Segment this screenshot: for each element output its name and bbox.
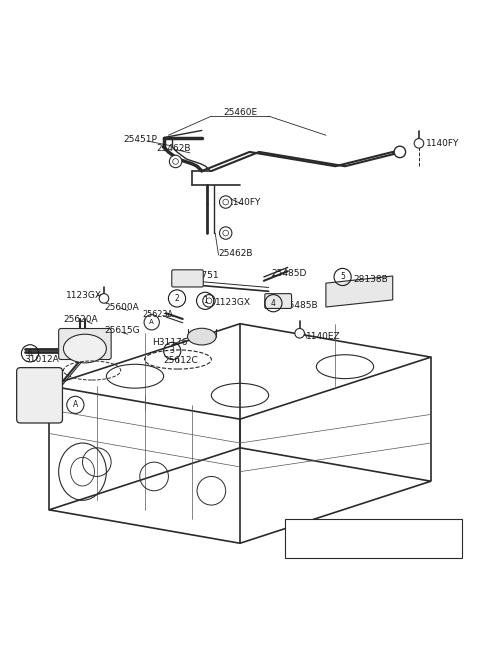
- FancyBboxPatch shape: [265, 294, 291, 308]
- Text: 64751: 64751: [190, 271, 218, 279]
- FancyBboxPatch shape: [17, 368, 62, 423]
- FancyBboxPatch shape: [59, 328, 111, 359]
- Text: H31176: H31176: [152, 338, 187, 348]
- Circle shape: [394, 147, 406, 158]
- Ellipse shape: [63, 334, 107, 363]
- Text: 3: 3: [170, 346, 175, 355]
- Text: 25623A: 25623A: [142, 309, 173, 319]
- Text: 1123GX: 1123GX: [215, 298, 251, 307]
- Text: 1140FY: 1140FY: [228, 198, 262, 208]
- Text: 25600A: 25600A: [104, 302, 139, 311]
- Ellipse shape: [188, 328, 216, 345]
- FancyBboxPatch shape: [285, 520, 462, 558]
- Text: 2: 2: [175, 294, 180, 303]
- FancyBboxPatch shape: [172, 270, 203, 287]
- Circle shape: [99, 294, 109, 304]
- Text: 6: 6: [27, 349, 33, 358]
- Circle shape: [219, 196, 232, 208]
- Text: 1123GX: 1123GX: [66, 290, 102, 300]
- Circle shape: [203, 294, 215, 307]
- Text: 25462B: 25462B: [156, 144, 191, 152]
- Circle shape: [219, 227, 232, 239]
- Text: 25485D: 25485D: [271, 269, 306, 278]
- Text: 28138B: 28138B: [354, 275, 388, 284]
- Text: A: A: [149, 319, 154, 325]
- Text: 25612C: 25612C: [164, 356, 198, 365]
- Text: 25620A: 25620A: [63, 315, 98, 325]
- Text: 25462B: 25462B: [218, 249, 253, 258]
- Text: 25615G: 25615G: [104, 327, 140, 335]
- Text: 1140FY: 1140FY: [426, 139, 459, 148]
- Text: 25485B: 25485B: [283, 301, 318, 310]
- Circle shape: [414, 139, 424, 148]
- Circle shape: [169, 155, 182, 168]
- Text: 31012A: 31012A: [24, 355, 59, 364]
- Text: 1140EZ: 1140EZ: [306, 332, 340, 341]
- Text: THE NO. 25610 : ①~⑥: THE NO. 25610 : ①~⑥: [331, 536, 416, 545]
- Text: 25460E: 25460E: [223, 108, 257, 118]
- Text: A: A: [73, 400, 78, 409]
- Circle shape: [295, 328, 304, 338]
- Text: 5: 5: [340, 273, 345, 281]
- Text: 1: 1: [203, 296, 207, 306]
- Polygon shape: [326, 276, 393, 307]
- Text: 25451P: 25451P: [123, 135, 157, 145]
- Text: NOTE: NOTE: [362, 522, 385, 531]
- Text: 4: 4: [271, 299, 276, 307]
